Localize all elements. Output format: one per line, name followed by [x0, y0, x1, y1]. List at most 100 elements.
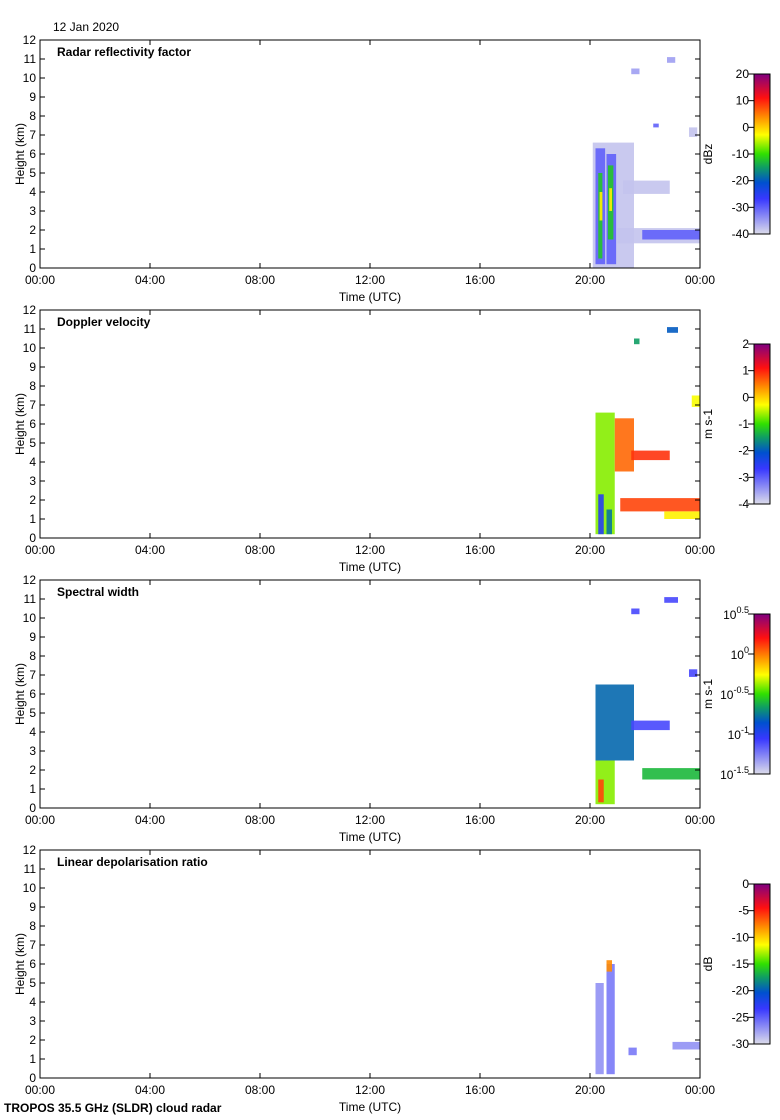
colorbar: 0 -5 -10 -15 -20 -25 -30 dB — [701, 877, 771, 1051]
colorbar-tick-label: -3 — [738, 470, 749, 484]
x-tick-label: 16:00 — [465, 813, 495, 827]
y-tick-label: 8 — [29, 109, 36, 123]
colorbar-tick-label: -40 — [732, 227, 750, 241]
colorbar-label: dB — [701, 957, 715, 972]
x-tick-label: 20:00 — [575, 543, 605, 557]
x-tick-label: 20:00 — [575, 273, 605, 287]
colorbar-tick-label: -30 — [732, 200, 750, 214]
echo-region — [642, 768, 700, 780]
y-tick-label: 0 — [29, 531, 36, 545]
y-tick-label: 4 — [29, 725, 36, 739]
y-tick-label: 10 — [23, 341, 37, 355]
colorbar-tick-label: 20 — [736, 67, 750, 81]
y-tick-label: 7 — [29, 668, 36, 682]
x-tick-label: 12:00 — [355, 813, 385, 827]
y-tick-label: 5 — [29, 976, 36, 990]
colorbar-tick-label: -4 — [738, 497, 749, 511]
footer-label: TROPOS 35.5 GHz (SLDR) cloud radar — [4, 1101, 222, 1115]
colorbar-tick-label: 10 — [736, 94, 750, 108]
x-axis-label: Time (UTC) — [339, 290, 401, 304]
y-axis-label: Height (km) — [13, 933, 27, 995]
x-tick-label: 20:00 — [575, 1083, 605, 1097]
y-tick-label: 1 — [29, 782, 36, 796]
colorbar-tick-label: 0 — [742, 120, 749, 134]
y-tick-label: 11 — [24, 52, 37, 66]
y-tick-label: 2 — [29, 493, 36, 507]
y-tick-label: 6 — [29, 417, 36, 431]
echo-region — [614, 418, 634, 472]
colorbar-tick-label: 100 — [731, 645, 749, 662]
x-tick-label: 04:00 — [135, 1083, 165, 1097]
y-tick-label: 4 — [29, 455, 36, 469]
colorbar-gradient — [753, 883, 771, 1045]
y-axis-label: Height (km) — [13, 663, 27, 725]
colorbar-tick-label: -15 — [732, 957, 750, 971]
x-tick-label: 04:00 — [135, 543, 165, 557]
y-tick-label: 8 — [29, 379, 36, 393]
y-tick-label: 4 — [29, 185, 36, 199]
y-tick-label: 7 — [29, 938, 36, 952]
y-tick-label: 2 — [29, 1033, 36, 1047]
colorbar-tick-label: -5 — [738, 904, 749, 918]
y-tick-label: 11 — [24, 322, 37, 336]
y-tick-label: 11 — [24, 862, 37, 876]
echo-region — [606, 960, 612, 972]
echo-region — [631, 68, 640, 75]
y-tick-label: 5 — [29, 166, 36, 180]
x-axis-label: Time (UTC) — [339, 560, 401, 574]
colorbar-gradient — [753, 343, 771, 505]
y-tick-label: 4 — [29, 995, 36, 1009]
y-tick-label: 12 — [23, 573, 37, 587]
echo-region — [667, 57, 676, 63]
y-tick-label: 10 — [23, 881, 37, 895]
panel-1: Radar reflectivity factor012345678910111… — [13, 33, 771, 304]
y-tick-label: 1 — [29, 242, 36, 256]
y-tick-label: 10 — [23, 71, 37, 85]
date-label: 12 Jan 2020 — [53, 20, 120, 34]
echo-region — [664, 597, 678, 603]
y-tick-label: 9 — [29, 630, 36, 644]
x-tick-label: 00:00 — [685, 813, 715, 827]
colorbar: 2 1 0 -1 -2 -3 -4 m s-1 — [701, 337, 771, 511]
x-tick-label: 00:00 — [685, 543, 715, 557]
colorbar-gradient — [753, 73, 771, 235]
y-tick-label: 0 — [29, 801, 36, 815]
colorbar-tick-label: 2 — [742, 337, 749, 351]
colorbar-tick-label: 0 — [742, 877, 749, 891]
x-tick-label: 08:00 — [245, 273, 275, 287]
x-tick-label: 12:00 — [355, 273, 385, 287]
y-tick-label: 6 — [29, 957, 36, 971]
x-tick-label: 08:00 — [245, 1083, 275, 1097]
x-tick-label: 08:00 — [245, 813, 275, 827]
colorbar-gradient — [753, 613, 771, 775]
colorbar-tick-label: 0 — [742, 390, 749, 404]
echo-region — [631, 450, 670, 461]
panel-title: Doppler velocity — [57, 315, 151, 329]
colorbar-tick-label: -20 — [732, 984, 750, 998]
colorbar-label: dBz — [701, 144, 715, 165]
y-tick-label: 9 — [29, 900, 36, 914]
y-tick-label: 6 — [29, 687, 36, 701]
x-tick-label: 16:00 — [465, 543, 495, 557]
y-axis-label: Height (km) — [13, 393, 27, 455]
colorbar-tick-label: 10-1.5 — [720, 765, 749, 782]
echo-region — [631, 608, 640, 615]
colorbar: 100.5 100 10-0.5 10-1 10-1.5 m s-1 — [701, 605, 771, 782]
colorbar-label: m s-1 — [701, 409, 715, 439]
echo-region — [598, 779, 604, 803]
y-tick-label: 1 — [29, 512, 36, 526]
panel-4: Linear depolarisation ratio0123456789101… — [13, 843, 771, 1114]
echo-region — [691, 395, 700, 407]
echo-region — [595, 983, 604, 1075]
echo-region — [609, 188, 612, 211]
colorbar-tick-label: -30 — [732, 1037, 750, 1051]
x-tick-label: 00:00 — [25, 543, 55, 557]
x-tick-label: 08:00 — [245, 543, 275, 557]
x-tick-label: 00:00 — [25, 273, 55, 287]
y-tick-label: 12 — [23, 33, 37, 47]
echo-region — [606, 509, 612, 535]
x-tick-label: 04:00 — [135, 273, 165, 287]
x-tick-label: 00:00 — [25, 813, 55, 827]
